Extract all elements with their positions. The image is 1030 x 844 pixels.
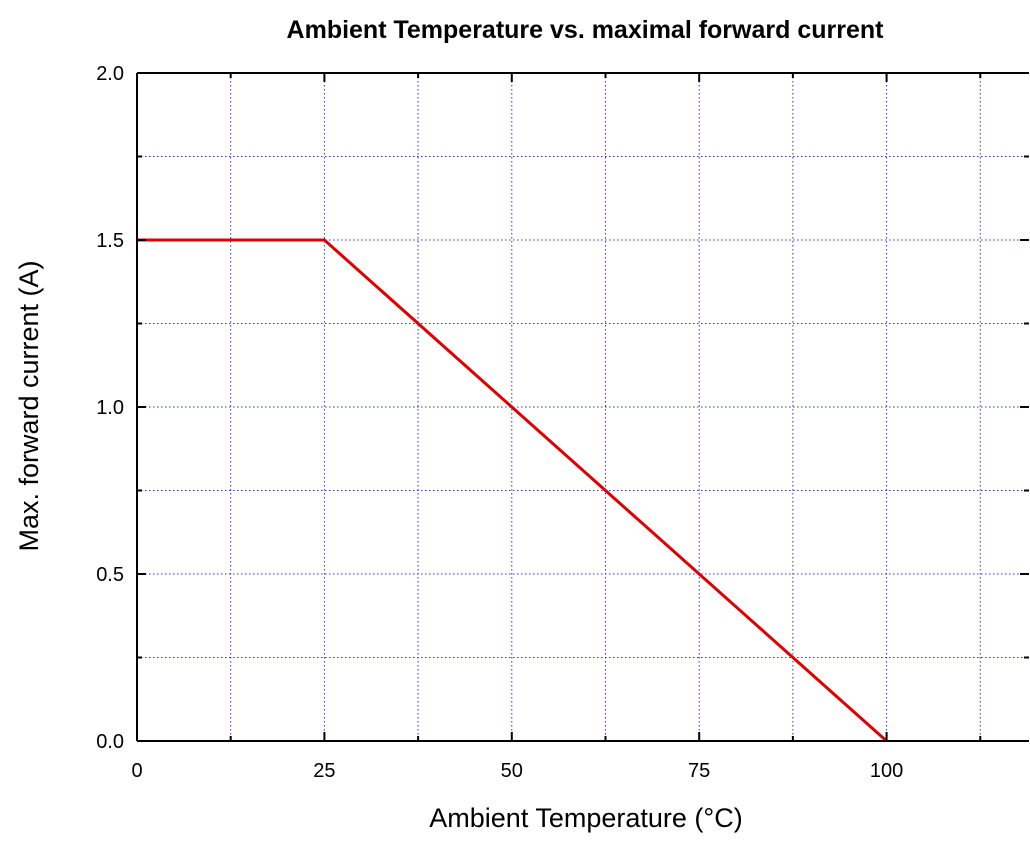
y-tick-label: 1.0	[96, 397, 124, 419]
x-tick-label: 0	[131, 760, 142, 782]
y-tick-label: 1.5	[96, 230, 124, 252]
chart-title: Ambient Temperature vs. maximal forward …	[287, 16, 885, 44]
grid	[137, 73, 1029, 741]
y-tick-label: 0.0	[96, 731, 124, 753]
ticks: 0 25 50 75 100 0.0 0.5 1.0 1.5 2.0	[96, 63, 1029, 782]
x-tick-label: 50	[501, 760, 523, 782]
y-axis-label: Max. forward current (A)	[14, 260, 44, 551]
y-tick-label: 0.5	[96, 564, 124, 586]
axes	[136, 72, 1029, 742]
series-line	[137, 238, 888, 743]
x-tick-label: 25	[313, 760, 335, 782]
x-tick-label: 75	[688, 760, 710, 782]
x-axis-label: Ambient Temperature (°C)	[429, 803, 742, 833]
y-tick-label: 2.0	[96, 63, 124, 85]
x-tick-label: 100	[870, 760, 903, 782]
series-layer	[137, 238, 888, 743]
